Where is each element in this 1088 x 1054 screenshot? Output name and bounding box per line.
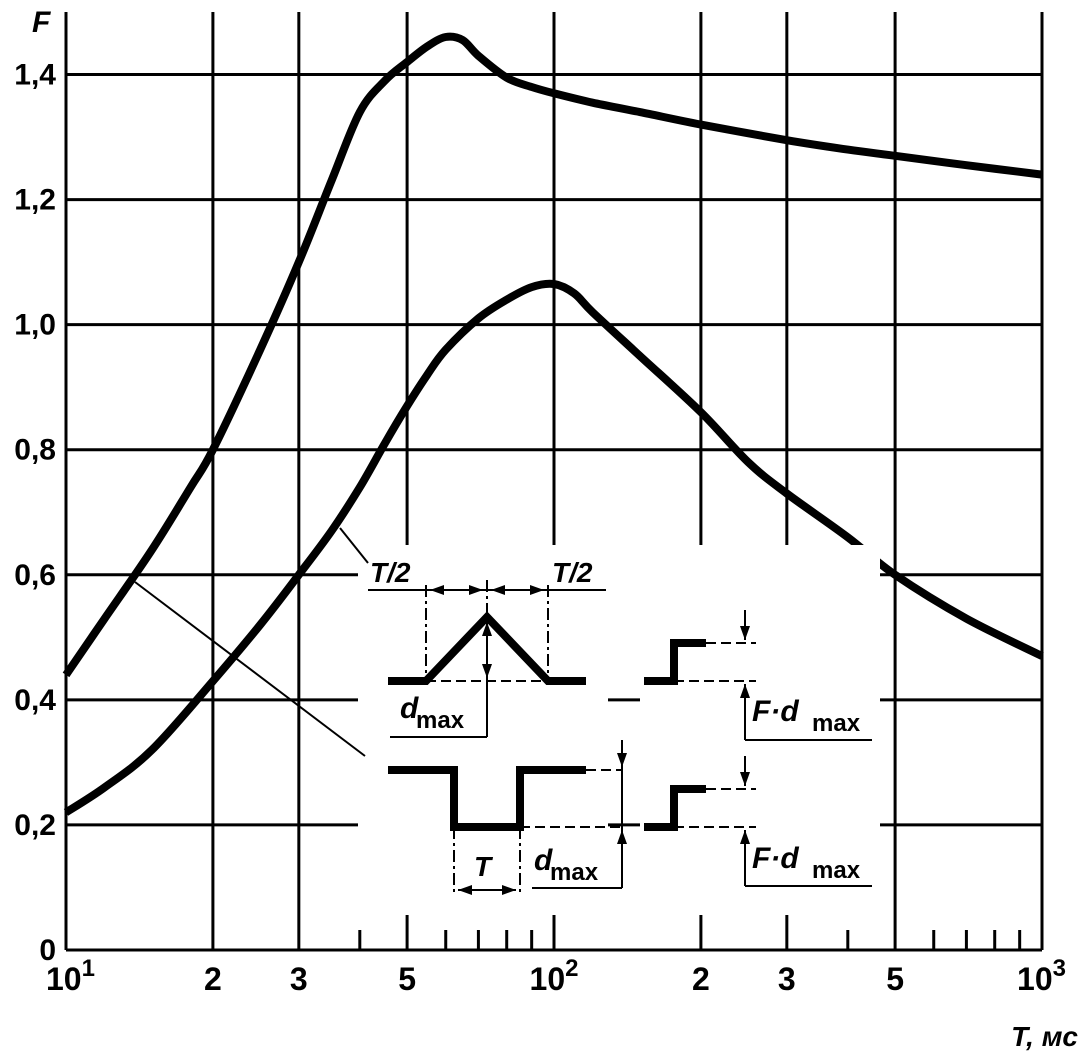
- arrow-head: [740, 626, 750, 640]
- rect-pulse: [388, 766, 586, 831]
- x-tick-label: 103: [1017, 955, 1066, 997]
- half-period-label-right: T/2: [552, 557, 593, 588]
- arrow-head: [469, 585, 483, 595]
- series-line-1: [62, 32, 1043, 678]
- inset-mask: [358, 545, 608, 915]
- arrow-head: [740, 772, 750, 786]
- waveform-diagrams: [134, 527, 872, 895]
- dmax-sub-rect: max: [550, 859, 599, 886]
- x-tick-label: 3: [778, 961, 796, 997]
- y-tick-label: 0,2: [14, 809, 56, 842]
- arrow-head: [502, 885, 516, 895]
- arrow-head: [458, 885, 472, 895]
- fdmax-sub-upper: max: [812, 710, 861, 737]
- step-response: [644, 785, 706, 831]
- annotation-labels: T/2 T/2 T d max d max F·d max F·d max: [370, 557, 861, 886]
- curve-leader-line: [339, 527, 369, 564]
- x-axis-title: T, мс: [1011, 1021, 1078, 1052]
- y-tick-label: 0: [39, 934, 56, 967]
- waveform-insets: [358, 545, 880, 915]
- x-tick-label: 2: [204, 961, 222, 997]
- x-tick-label: 5: [886, 961, 904, 997]
- arrow-head: [482, 622, 492, 636]
- dmax-label-triangle: d: [400, 692, 419, 725]
- x-tick-label: 101: [46, 955, 95, 997]
- half-period-label-left: T/2: [370, 557, 411, 588]
- fdmax-label-lower: F·d: [752, 842, 799, 875]
- y-tick-label: 1,2: [14, 184, 56, 217]
- x-tick-label: 102: [530, 955, 579, 997]
- series-layer: [62, 32, 1044, 816]
- arrow-head: [530, 585, 544, 595]
- arrow-head: [740, 830, 750, 844]
- series-line-2: [63, 279, 1044, 816]
- arrow-head: [617, 830, 627, 844]
- arrow-head: [740, 684, 750, 698]
- step-response: [644, 639, 706, 685]
- x-tick-label: 3: [290, 961, 308, 997]
- y-tick-label: 1,4: [14, 59, 56, 92]
- dmax-sub-triangle: max: [416, 707, 465, 734]
- period-label: T: [474, 851, 494, 882]
- arrow-head: [617, 753, 627, 767]
- y-axis-title: F: [32, 6, 51, 39]
- y-tick-label: 0,8: [14, 434, 56, 467]
- step-diagram-upper: [644, 610, 872, 741]
- arrow-head: [430, 585, 444, 595]
- x-tick-label: 5: [398, 961, 416, 997]
- dmax-label-rect: d: [534, 844, 553, 877]
- inset-mask: [608, 545, 640, 605]
- tick-labels: 0 0,2 0,4 0,6 0,8 1,0 1,2 1,4 101 2 3 5 102 2 3 5 103: [14, 59, 1066, 997]
- arrow-head: [491, 585, 505, 595]
- arrow-head: [482, 664, 492, 678]
- arrowheads: [430, 585, 750, 895]
- triangle-pulse: [388, 611, 586, 685]
- fdmax-label-upper: F·d: [752, 695, 799, 728]
- triangle-pulse-diagram: [368, 580, 606, 738]
- y-tick-label: 0,4: [14, 684, 56, 717]
- fdmax-sub-lower: max: [812, 857, 861, 884]
- inset-mask: [640, 545, 880, 915]
- y-tick-label: 0,6: [14, 559, 56, 592]
- curve-leader-line: [134, 581, 366, 757]
- x-tick-label: 2: [692, 961, 710, 997]
- y-tick-label: 1,0: [14, 309, 56, 342]
- inset-mask: [736, 585, 796, 591]
- axes: [64, 12, 1044, 952]
